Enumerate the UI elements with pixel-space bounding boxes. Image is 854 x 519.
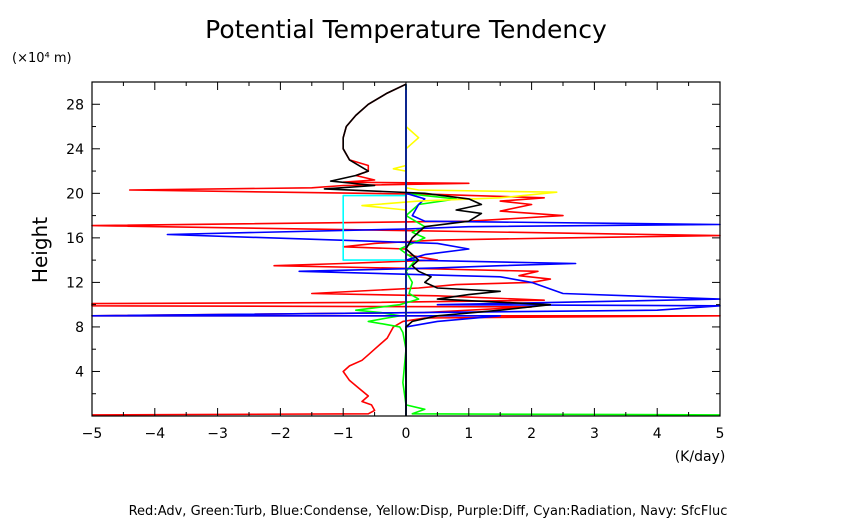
x-tick-label: −5 (82, 426, 103, 442)
y-tick-label: 24 (66, 142, 84, 158)
x-tick-label: 0 (402, 426, 411, 442)
y-tick-label: 4 (75, 364, 84, 380)
series-line-turb (354, 84, 721, 416)
chart-title: Potential Temperature Tendency (205, 15, 607, 44)
y-tick-label: 20 (66, 186, 84, 202)
series-layer (91, 83, 721, 416)
series-line-total (323, 83, 552, 416)
x-unit-label: (K/day) (675, 449, 726, 465)
x-tick-label: 4 (653, 426, 662, 442)
y-axis-label: Height (28, 217, 52, 283)
plot-frame (91, 81, 721, 417)
x-tick-label: 1 (464, 426, 473, 442)
y-tick-label: 8 (75, 320, 84, 336)
legend-caption: Red:Adv, Green:Turb, Blue:Condense, Yell… (129, 504, 728, 519)
x-tick-label: −4 (144, 426, 165, 442)
y-unit-label: (×10⁴ m) (12, 51, 72, 66)
x-tick-label: 3 (590, 426, 599, 442)
y-tick-label: 28 (66, 97, 84, 113)
y-tick-label: 12 (66, 275, 84, 291)
series-line-condense (91, 84, 721, 416)
y-tick-label: 16 (66, 231, 84, 247)
series-line-adv (91, 83, 721, 416)
x-tick-label: 2 (527, 426, 536, 442)
x-tick-label: −2 (270, 426, 291, 442)
series-line-radiation (342, 84, 407, 416)
x-tick-label: 5 (716, 426, 725, 442)
x-tick-label: −1 (333, 426, 354, 442)
x-tick-label: −3 (207, 426, 228, 442)
